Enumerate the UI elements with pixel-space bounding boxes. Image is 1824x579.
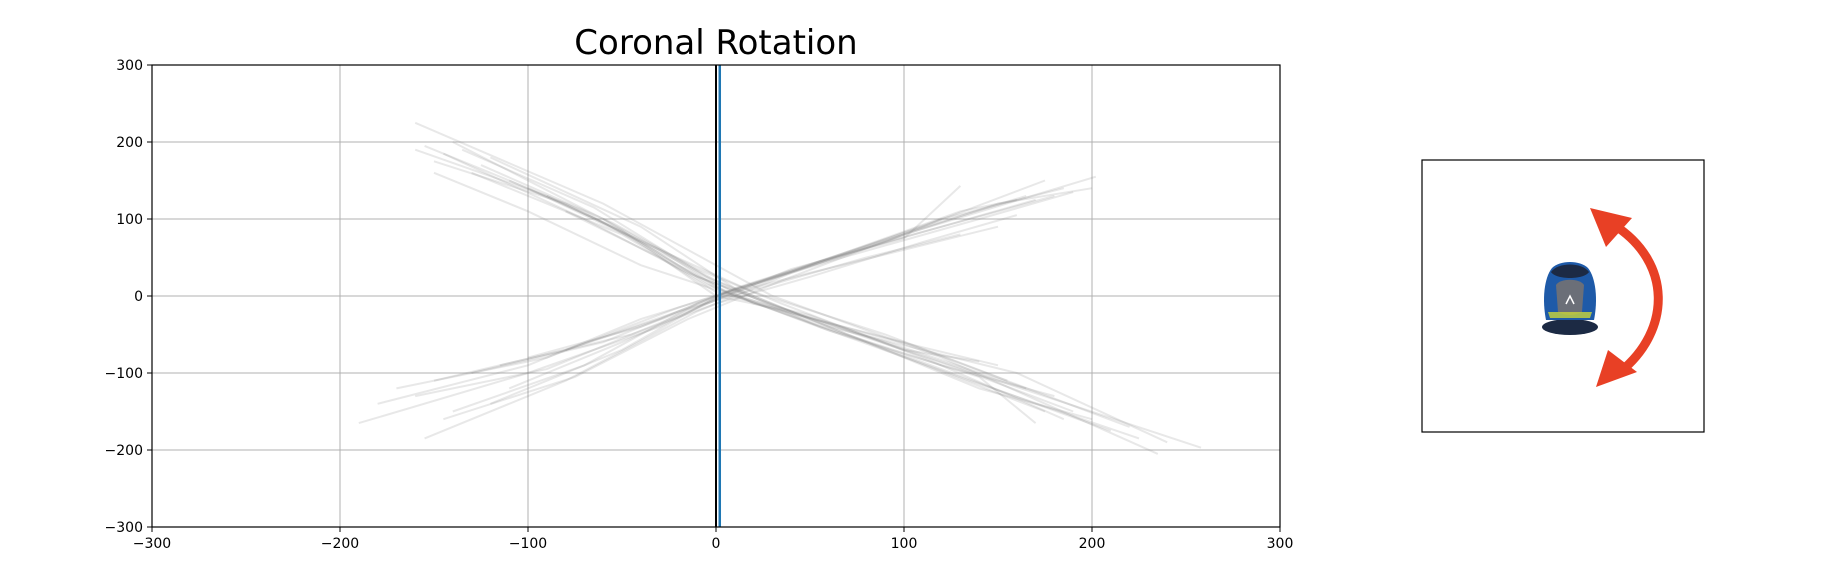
trace-line bbox=[602, 218, 980, 363]
y-tick-label: −200 bbox=[105, 443, 143, 459]
trace-line bbox=[442, 152, 1074, 413]
tick-layer: −300 −200 −100 0 100 200 300 −300 −200 −100 0 100 20… bbox=[105, 58, 1294, 552]
y-tick-label: 0 bbox=[134, 289, 143, 305]
rotation-arrow-icon bbox=[1590, 208, 1663, 387]
trace-line bbox=[396, 179, 1046, 390]
trace-line bbox=[414, 185, 962, 398]
x-tick-label: 100 bbox=[891, 536, 918, 552]
trace-line bbox=[433, 171, 1046, 413]
trace-line bbox=[471, 171, 1168, 444]
x-tick-label: −200 bbox=[321, 536, 359, 552]
trace-line bbox=[489, 156, 1112, 432]
trace-line bbox=[414, 148, 1008, 382]
y-tick-label: −100 bbox=[105, 366, 143, 382]
trace-line bbox=[358, 175, 1097, 425]
trace-line bbox=[527, 187, 1055, 398]
trace-line bbox=[527, 225, 999, 359]
x-tick-label: −100 bbox=[509, 536, 547, 552]
shoe-rear-icon bbox=[1542, 262, 1598, 335]
trace-line bbox=[414, 121, 1159, 455]
trace-line bbox=[471, 191, 1074, 374]
trace-line bbox=[452, 141, 1093, 421]
trace-line bbox=[499, 214, 1018, 367]
trace-line bbox=[480, 164, 1065, 421]
trace-line bbox=[490, 187, 1093, 405]
trace-line bbox=[508, 198, 1036, 390]
inset-panel bbox=[1421, 159, 1705, 433]
trace-line bbox=[443, 194, 1027, 421]
trace-line bbox=[424, 144, 1202, 449]
trace-line bbox=[546, 194, 1037, 424]
y-tick-label: 200 bbox=[116, 135, 143, 151]
reference-lines bbox=[715, 65, 722, 527]
trace-line bbox=[377, 194, 1055, 405]
trace-line bbox=[424, 187, 1065, 440]
traces-layer bbox=[358, 121, 1202, 455]
chart-title: Coronal Rotation bbox=[574, 23, 857, 63]
trace-line bbox=[565, 210, 999, 367]
x-tick-label: −300 bbox=[133, 536, 171, 552]
x-tick-label: 0 bbox=[712, 536, 721, 552]
x-tick-label: 200 bbox=[1079, 536, 1106, 552]
trace-line bbox=[565, 218, 942, 351]
x-tick-label: 300 bbox=[1267, 536, 1294, 552]
y-tick-label: 300 bbox=[116, 58, 143, 74]
trace-line bbox=[452, 198, 1017, 413]
trace-line bbox=[508, 179, 1027, 390]
y-tick-label: 100 bbox=[116, 212, 143, 228]
trace-line bbox=[433, 233, 961, 382]
y-tick-label: −300 bbox=[105, 520, 143, 536]
trace-line bbox=[461, 148, 1140, 440]
